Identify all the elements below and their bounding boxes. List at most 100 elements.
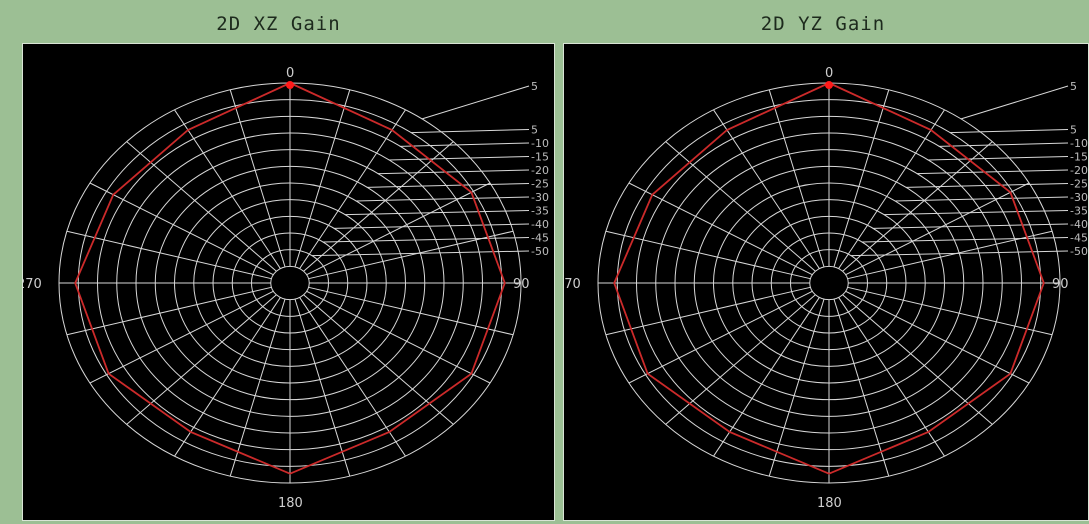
tick-leader-line xyxy=(927,156,1069,161)
angle-label-90: 90 xyxy=(1052,277,1069,292)
tick-leader-line xyxy=(377,169,530,175)
angle-label-0: 0 xyxy=(825,66,833,81)
grid-spoke xyxy=(66,286,272,336)
grid-spoke xyxy=(847,230,1053,280)
grid-spoke xyxy=(842,141,993,272)
grid-spoke xyxy=(665,294,816,425)
chart-panel-xz: 2D XZ Gain 5 5 -10 -15 -20 -25 -30 -35 -40 -45 -50… xyxy=(22,13,555,521)
angle-label-180: 180 xyxy=(278,496,303,511)
grid-spoke xyxy=(294,89,351,268)
grid-spoke xyxy=(768,298,825,477)
radial-tick-label: -45 xyxy=(1070,232,1088,245)
radial-tick-label: -40 xyxy=(531,218,549,231)
grid-spoke xyxy=(89,182,274,276)
radial-tick-label: -20 xyxy=(531,164,549,177)
grid-spoke xyxy=(308,286,514,336)
grid-spoke xyxy=(303,294,454,425)
grid-spoke xyxy=(174,109,281,269)
radial-tick-label: -30 xyxy=(1070,191,1088,204)
grid-spoke xyxy=(294,298,351,477)
plot-frame: 55-10-15-20-25-30-35-40-45-50090180270 xyxy=(563,43,1089,521)
grid-spoke xyxy=(713,109,820,269)
tick-leader-line xyxy=(399,142,530,147)
tick-leader-line xyxy=(916,169,1069,175)
tick-leader-line xyxy=(872,223,1069,229)
tick-leader-line xyxy=(355,196,530,202)
radial-tick-label: 5 xyxy=(531,80,538,93)
radial-tick-label: -40 xyxy=(1070,218,1088,231)
grid-spoke xyxy=(303,141,454,272)
grid-spoke xyxy=(89,290,274,384)
tick-leader-line xyxy=(949,129,1069,134)
radial-tick-label: -30 xyxy=(531,191,549,204)
radial-tick-label: -25 xyxy=(531,178,549,191)
grid-spoke xyxy=(229,298,286,477)
grid-spoke xyxy=(299,297,406,457)
grid-spoke xyxy=(833,89,890,268)
grid-spoke xyxy=(126,294,277,425)
gain-trace xyxy=(613,82,1045,475)
grid-spoke xyxy=(126,141,277,272)
grid-spoke xyxy=(768,89,825,268)
grid-spoke xyxy=(628,290,813,384)
grid-spoke xyxy=(174,297,281,457)
radial-tick-label: -35 xyxy=(531,205,549,218)
tick-leader-line xyxy=(410,129,530,134)
grid-spoke xyxy=(299,109,406,269)
radial-tick-label: -25 xyxy=(1070,178,1088,191)
radial-tick-label: -15 xyxy=(531,151,549,164)
polar-plot-xz: 55-10-15-20-25-30-35-40-45-50090180270 xyxy=(23,66,549,511)
radial-tick-label: -20 xyxy=(1070,164,1088,177)
grid-spoke xyxy=(665,141,816,272)
peak-marker xyxy=(825,81,833,89)
radial-tick-label: -10 xyxy=(531,137,549,150)
tick-leader-line xyxy=(344,210,530,216)
grid-ring xyxy=(809,265,849,301)
grid-spoke xyxy=(308,230,514,280)
grid-spoke xyxy=(713,297,820,457)
angle-label-90: 90 xyxy=(513,277,530,292)
radial-tick-label: 5 xyxy=(1070,124,1077,137)
grid-ring xyxy=(270,265,310,301)
tick-leader-line xyxy=(388,156,530,161)
tick-leader-line xyxy=(322,237,530,243)
angle-label-270: 270 xyxy=(23,277,42,292)
radial-tick-label: -50 xyxy=(1070,245,1088,258)
chart-title: 2D YZ Gain xyxy=(760,13,886,35)
gain-trace xyxy=(74,82,506,475)
radial-tick-label: -35 xyxy=(1070,205,1088,218)
grid-spoke xyxy=(847,286,1053,336)
tick-leader-line xyxy=(861,237,1069,243)
radial-tick-label: -15 xyxy=(1070,151,1088,164)
grid-spoke xyxy=(605,286,811,336)
tick-leader-line xyxy=(905,183,1069,188)
grid-spoke xyxy=(605,230,811,280)
grid-spoke xyxy=(833,298,890,477)
grid-spoke xyxy=(306,290,491,384)
tick-leader-line xyxy=(366,183,530,188)
plot-frame: 55-10-15-20-25-30-35-40-45-50090180270 xyxy=(22,43,555,521)
tick-leader-line xyxy=(894,196,1069,202)
angle-label-180: 180 xyxy=(817,496,842,511)
tick-leader-line xyxy=(883,210,1069,216)
radial-tick-label: -45 xyxy=(531,232,549,245)
grid-spoke xyxy=(842,294,993,425)
tick-leader-line xyxy=(333,223,530,229)
radial-tick-label: 5 xyxy=(531,124,538,137)
grid-spoke xyxy=(845,290,1030,384)
tick-leader-line xyxy=(938,142,1069,147)
tick-leader-line xyxy=(421,85,530,120)
chart-title: 2D XZ Gain xyxy=(216,13,341,35)
angle-label-270: 270 xyxy=(564,277,581,292)
polar-plot-yz: 55-10-15-20-25-30-35-40-45-50090180270 xyxy=(564,66,1088,511)
tick-leader-line xyxy=(960,85,1069,120)
grid-spoke xyxy=(838,109,945,269)
grid-spoke xyxy=(838,297,945,457)
grid-spoke xyxy=(628,182,813,276)
grid-spoke xyxy=(229,89,286,268)
radial-tick-label: -50 xyxy=(531,245,549,258)
angle-label-0: 0 xyxy=(286,66,294,81)
chart-panel-yz: 2D YZ Gain 5 5 -10 -15 -20 -25 -30 -35 -40 -45 -50… xyxy=(557,0,1089,524)
radial-tick-label: 5 xyxy=(1070,80,1077,93)
grid-spoke xyxy=(66,230,272,280)
